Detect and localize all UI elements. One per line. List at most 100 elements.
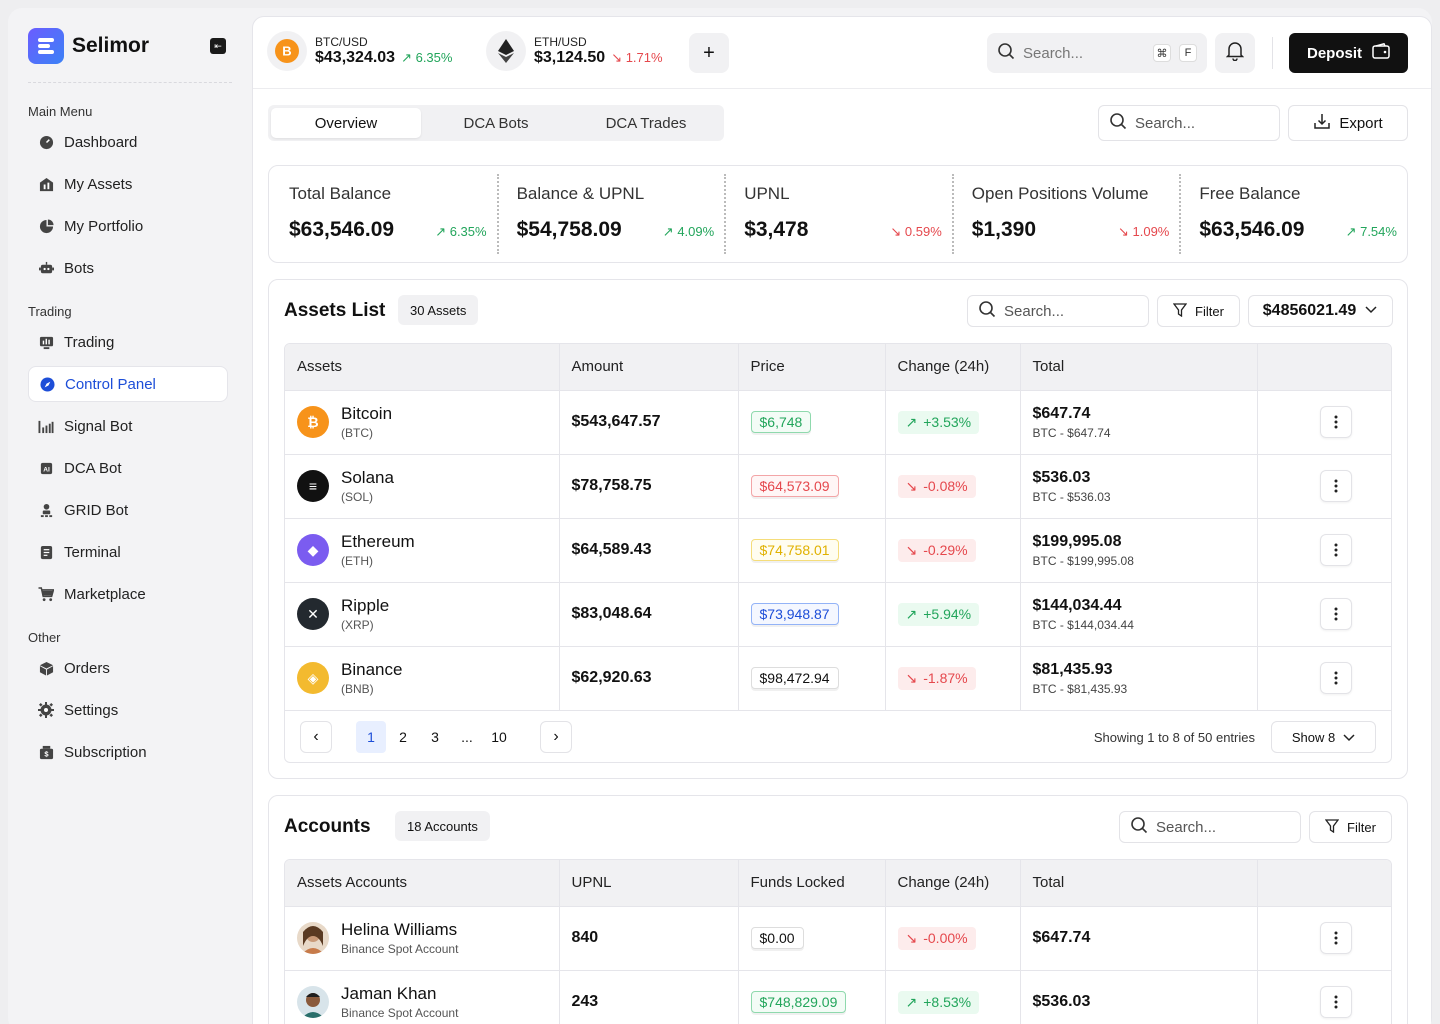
amount-cell: $62,920.63 xyxy=(559,645,739,710)
assets-filter-button[interactable]: Filter xyxy=(1157,295,1240,327)
accounts-search-input[interactable]: Search... xyxy=(1119,811,1301,843)
total-cell: $199,995.08 BTC - $199,995.08 xyxy=(1020,517,1258,582)
notifications-button[interactable] xyxy=(1215,33,1255,73)
assets-search-input[interactable]: Search... xyxy=(967,295,1149,327)
deposit-button[interactable]: Deposit xyxy=(1289,33,1408,73)
change-cell: ↘ -1.87% xyxy=(885,645,1021,710)
total-sub: BTC - $81,435.93 xyxy=(1032,681,1128,696)
table-row[interactable]: ◈ Binance (BNB) $62,920.63 $98,472.94 ↘ -… xyxy=(285,645,1391,710)
overview-search-input[interactable]: Search... xyxy=(1098,105,1280,141)
asset-name: Ethereum xyxy=(341,532,415,551)
trading-icon xyxy=(38,334,54,350)
collapse-sidebar-button[interactable]: ⇤ xyxy=(210,38,226,54)
column-header[interactable]: Change (24h) xyxy=(885,860,1021,906)
ripple-icon: ✕ xyxy=(297,598,329,630)
change-cell: ↘ -0.29% xyxy=(885,517,1021,582)
column-header[interactable]: Assets Accounts xyxy=(285,860,560,906)
page-number[interactable]: 1 xyxy=(356,721,386,753)
tab-dca-trades[interactable]: DCA Trades xyxy=(605,114,687,132)
column-header[interactable]: UPNL xyxy=(559,860,739,906)
sidebar-item-signal-bot[interactable]: Signal Bot xyxy=(28,408,228,444)
tab-dca-bots[interactable]: DCA Bots xyxy=(463,114,529,132)
next-page-button[interactable]: › xyxy=(540,721,572,753)
actions-cell xyxy=(1257,581,1391,646)
sidebar-item-grid-bot[interactable]: GRID Bot xyxy=(28,492,228,528)
app-name: Selimor xyxy=(72,34,150,57)
tab-overview[interactable]: Overview xyxy=(271,108,421,138)
more-vertical-icon xyxy=(1334,607,1337,621)
actions-cell xyxy=(1257,969,1391,1024)
stat-change: ↘ 0.59% xyxy=(890,224,942,239)
trend-down-icon: ↘ xyxy=(890,224,905,239)
global-search-input[interactable]: Search... ⌘ F xyxy=(987,33,1207,73)
column-header[interactable]: Change (24h) xyxy=(885,344,1021,390)
row-actions-button[interactable] xyxy=(1319,470,1352,502)
compass-icon xyxy=(39,376,55,392)
price-cell: $73,948.87 xyxy=(738,581,886,646)
table-row[interactable]: Jaman Khan Binance Spot Account 243 $748… xyxy=(285,969,1391,1024)
bell-icon xyxy=(1225,41,1245,66)
sidebar-item-control-panel[interactable]: Control Panel xyxy=(28,366,228,402)
total-sub: BTC - $199,995.08 xyxy=(1032,553,1134,568)
column-header[interactable]: Assets xyxy=(285,344,560,390)
column-header[interactable]: Price xyxy=(738,344,886,390)
sidebar-item-my-assets[interactable]: My Assets xyxy=(28,166,228,202)
sidebar-item-terminal[interactable]: Terminal xyxy=(28,534,228,570)
search-icon xyxy=(1130,816,1148,838)
table-row[interactable]: ◆ Ethereum (ETH) $64,589.43 $74,758.01 ↘… xyxy=(285,517,1391,582)
page-number[interactable]: 2 xyxy=(399,729,407,745)
accounts-panel: Accounts 18 Accounts Search... Filter As… xyxy=(268,795,1408,1024)
page-size-select[interactable]: Show 8 xyxy=(1271,721,1376,753)
row-actions-button[interactable] xyxy=(1319,986,1352,1019)
column-header[interactable]: Total xyxy=(1020,344,1258,390)
table-row[interactable]: ≡ Solana (SOL) $78,758.75 $64,573.09 ↘ -0… xyxy=(285,453,1391,518)
sidebar-item-my-portfolio[interactable]: My Portfolio xyxy=(28,208,228,244)
filter-label: Filter xyxy=(1195,303,1224,319)
sidebar-item-subscription[interactable]: $ Subscription xyxy=(28,734,228,770)
sidebar-item-dashboard[interactable]: Dashboard xyxy=(28,124,228,160)
ticker-eth[interactable]: ETH/USD $3,124.50 ↘ 1.71% xyxy=(486,31,663,71)
ticker-btc[interactable]: B BTC/USD $43,324.03 ↗ 6.35% xyxy=(267,31,452,71)
change-pill: ↘ -0.08% xyxy=(897,474,976,498)
asset-amount: $64,589.43 xyxy=(571,541,652,558)
sidebar-item-trading[interactable]: Trading xyxy=(28,324,228,360)
column-header[interactable]: Amount xyxy=(559,344,739,390)
column-header[interactable]: Funds Locked xyxy=(738,860,886,906)
page-number[interactable]: 3 xyxy=(431,729,439,745)
price-cell: $64,573.09 xyxy=(738,453,886,518)
total-value: $536.03 xyxy=(1032,468,1091,486)
add-ticker-button[interactable]: + xyxy=(689,33,729,73)
prev-page-button[interactable]: ‹ xyxy=(300,721,332,753)
sidebar-item-dca-bot[interactable]: AI DCA Bot xyxy=(28,450,228,486)
column-header[interactable]: Total xyxy=(1020,860,1258,906)
row-actions-button[interactable] xyxy=(1319,598,1352,630)
avatar xyxy=(297,922,329,954)
trend-down-icon: ↘ xyxy=(905,541,918,558)
row-actions-button[interactable] xyxy=(1319,922,1352,954)
balance-select[interactable]: $4856021.49 xyxy=(1248,295,1393,327)
logo[interactable]: Selimor xyxy=(28,28,149,64)
page-number[interactable]: 10 xyxy=(491,729,507,745)
svg-text:B: B xyxy=(282,44,291,59)
sidebar-item-settings[interactable]: Settings xyxy=(28,692,228,728)
sidebar-item-label: Dashboard xyxy=(64,133,138,151)
amount-cell: $543,647.57 xyxy=(559,389,739,454)
stat-card: Balance & UPNL $54,758.09 ↗ 4.09% xyxy=(496,166,725,262)
trend-down-icon: ↘ xyxy=(611,50,626,65)
row-actions-button[interactable] xyxy=(1319,534,1352,566)
table-row[interactable]: ✕ Ripple (XRP) $83,048.64 $73,948.87 ↗ +5… xyxy=(285,581,1391,646)
accounts-filter-button[interactable]: Filter xyxy=(1309,811,1392,843)
table-row[interactable]: ₿ Bitcoin (BTC) $543,647.57 $6,748 ↗ +3.5… xyxy=(285,389,1391,454)
row-actions-button[interactable] xyxy=(1319,662,1352,695)
sidebar-item-orders[interactable]: Orders xyxy=(28,650,228,686)
row-actions-button[interactable] xyxy=(1319,406,1352,438)
search-placeholder: Search... xyxy=(1004,302,1065,320)
asset-symbol: (BTC) xyxy=(341,426,373,440)
more-vertical-icon xyxy=(1334,479,1337,493)
table-row[interactable]: Helina Williams Binance Spot Account 840… xyxy=(285,905,1391,970)
sidebar-item-marketplace[interactable]: Marketplace xyxy=(28,576,228,612)
sidebar-item-bots[interactable]: Bots xyxy=(28,250,228,286)
accounts-title: Accounts xyxy=(284,816,371,837)
account-name: Jaman Khan xyxy=(341,984,437,1004)
export-button[interactable]: Export xyxy=(1288,105,1408,141)
